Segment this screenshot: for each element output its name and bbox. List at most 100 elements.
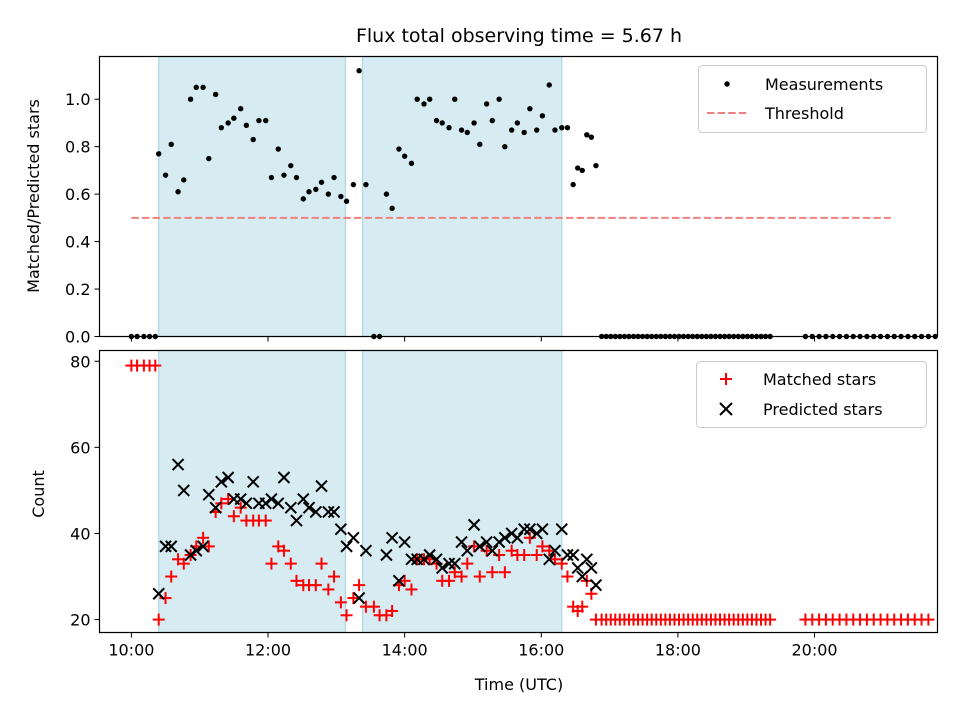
predicted-star-point <box>589 578 603 592</box>
measurement-point <box>439 120 445 126</box>
measurement-point <box>212 91 219 98</box>
matched-star-point <box>149 359 162 372</box>
measurement-point <box>175 189 181 195</box>
measurement-point <box>464 129 470 136</box>
predicted-star-point <box>347 531 360 544</box>
matched-star-point <box>353 579 366 592</box>
matched-star-point <box>259 514 272 527</box>
x-tick-label: 18:00 <box>655 641 701 660</box>
legend-predicted-label: Predicted stars <box>763 400 883 419</box>
predicted-star-point <box>380 548 393 562</box>
legend-measurements-marker <box>724 81 730 87</box>
matched-star-point <box>277 544 290 557</box>
predicted-star-point <box>392 574 406 588</box>
measurement-point <box>546 82 552 88</box>
measurement-point <box>331 174 337 181</box>
predicted-star-point <box>536 522 549 536</box>
predicted-star-point <box>152 587 165 600</box>
measurement-point <box>263 117 269 124</box>
predicted-star-point <box>221 471 235 484</box>
measurement-point <box>579 167 585 174</box>
matched-star-point <box>322 583 335 596</box>
matched-star-point <box>922 613 935 626</box>
measurement-point <box>268 174 275 181</box>
predicted-star-points <box>152 458 603 605</box>
predicted-star-point <box>171 458 185 471</box>
matched-star-point <box>530 549 543 562</box>
top-y-axis-label: Matched/Predicted stars <box>24 99 43 293</box>
measurement-point <box>552 127 558 133</box>
measurement-point <box>237 106 244 112</box>
shaded-interval-2 <box>361 349 563 634</box>
measurement-point <box>313 186 319 193</box>
legend-measurements-label: Measurements <box>765 75 883 94</box>
bottom-legend-box <box>696 361 927 428</box>
predicted-star-point <box>240 497 253 510</box>
measurement-point <box>193 84 199 91</box>
y-tick-label: 60 <box>70 438 90 457</box>
chart-title: Flux total observing time = 5.67 h <box>356 25 682 47</box>
matched-star-point <box>159 592 172 605</box>
matched-star-point <box>576 600 589 613</box>
y-tick-label: 1.0 <box>65 90 90 109</box>
top-axes-frame <box>98 55 939 338</box>
predicted-star-point <box>302 501 316 514</box>
measurement-point <box>559 124 565 131</box>
bottom-y-axis-label: Count <box>29 470 48 518</box>
matched-star-point <box>328 570 341 583</box>
x-tick-label: 20:00 <box>791 641 837 660</box>
legend-threshold-label: Threshold <box>764 104 844 123</box>
y-tick-label: 0.0 <box>65 328 90 347</box>
measurement-point <box>363 181 369 188</box>
y-tick-label: 0.8 <box>65 138 90 157</box>
matched-star-point <box>443 574 456 587</box>
measurement-point <box>325 191 332 197</box>
measurement-point <box>593 162 599 169</box>
predicted-star-point <box>498 531 512 544</box>
measurement-point <box>414 96 420 102</box>
predicted-star-point <box>190 544 203 557</box>
matched-star-point <box>543 544 556 557</box>
shaded-interval-2 <box>361 55 563 338</box>
legend-predicted-marker <box>719 402 733 416</box>
predicted-star-point <box>327 505 341 519</box>
matched-star-point <box>202 540 215 553</box>
predicted-star-point <box>209 501 222 514</box>
measurement-point <box>256 117 262 124</box>
measurement-point <box>421 101 427 107</box>
matched-star-point <box>197 531 210 544</box>
legend-matched-marker <box>720 373 732 385</box>
measurement-point <box>408 160 415 166</box>
measurement-point <box>275 146 281 152</box>
predicted-star-point <box>165 540 178 553</box>
predicted-star-point <box>309 505 323 519</box>
predicted-star-point <box>423 548 436 562</box>
predicted-star-point <box>543 553 556 566</box>
y-tick-label: 40 <box>70 524 90 543</box>
measurement-point <box>356 68 362 74</box>
measurement-point <box>502 143 508 150</box>
matched-star-point <box>548 553 561 566</box>
shaded-interval-1 <box>158 55 347 338</box>
matched-star-point <box>177 557 190 570</box>
top-shaded-bands <box>158 55 563 338</box>
predicted-star-point <box>247 475 260 489</box>
predicted-star-point <box>467 518 481 532</box>
matched-star-point <box>398 574 411 587</box>
measurement-point <box>426 96 433 102</box>
predicted-star-point <box>486 544 499 557</box>
measurement-point <box>168 141 174 147</box>
top-legend: Measurements Threshold <box>698 65 927 133</box>
measurement-point <box>187 96 194 102</box>
predicted-star-point <box>277 471 291 484</box>
matched-star-point <box>284 557 297 570</box>
predicted-star-point <box>352 591 366 605</box>
predicted-star-point <box>202 488 216 501</box>
predicted-star-point <box>480 535 493 549</box>
measurement-point <box>514 120 521 126</box>
matched-star-point <box>473 570 486 583</box>
predicted-star-point <box>315 479 328 493</box>
measurement-point <box>306 189 312 195</box>
measurement-point <box>389 205 395 212</box>
